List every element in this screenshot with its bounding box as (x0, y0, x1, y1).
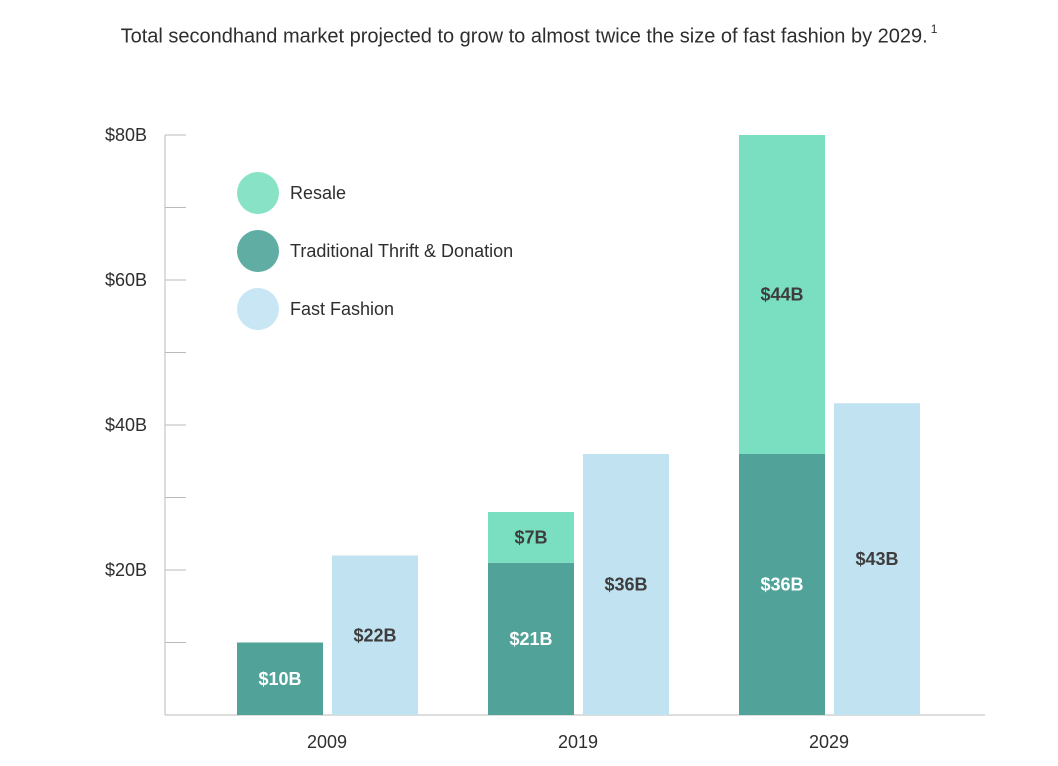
data-label-fast-fashion: $22B (353, 625, 396, 645)
bar-fast-fashion (834, 403, 920, 715)
bar-resale (488, 512, 574, 563)
legend-swatch-thrift (237, 230, 279, 272)
legend-swatch-resale (237, 172, 279, 214)
data-label-thrift: $21B (509, 629, 552, 649)
x-tick-label: 2009 (307, 732, 347, 752)
x-tick-label: 2029 (809, 732, 849, 752)
legend-label-fast-fashion: Fast Fashion (290, 299, 395, 319)
bar-resale (739, 135, 825, 454)
bar-thrift (488, 562, 574, 715)
chart-title: Total secondhand market projected to gro… (0, 22, 1058, 49)
title-footnote: 1 (930, 22, 938, 36)
data-label-thrift: $10B (258, 669, 301, 689)
chart-title-text: Total secondhand market projected to gro… (120, 25, 928, 48)
y-tick-label: $40B (105, 415, 147, 435)
y-tick-label: $20B (105, 560, 147, 580)
x-tick-label: 2019 (558, 732, 598, 752)
y-tick-label: $80B (105, 125, 147, 145)
y-tick-label: $60B (105, 270, 147, 290)
data-label-fast-fashion: $43B (855, 549, 898, 569)
data-label-resale: $44B (760, 285, 803, 305)
bar-fast-fashion (332, 555, 418, 715)
bar-thrift (237, 642, 323, 715)
data-label-fast-fashion: $36B (604, 575, 647, 595)
data-label-resale: $7B (514, 527, 547, 547)
data-label-thrift: $36B (760, 575, 803, 595)
bar-thrift (739, 454, 825, 715)
legend-swatch-fast-fashion (237, 288, 279, 330)
bar-fast-fashion (583, 454, 669, 715)
legend-label-resale: Resale (290, 183, 347, 203)
legend-label-thrift: Traditional Thrift & Donation (290, 241, 514, 261)
